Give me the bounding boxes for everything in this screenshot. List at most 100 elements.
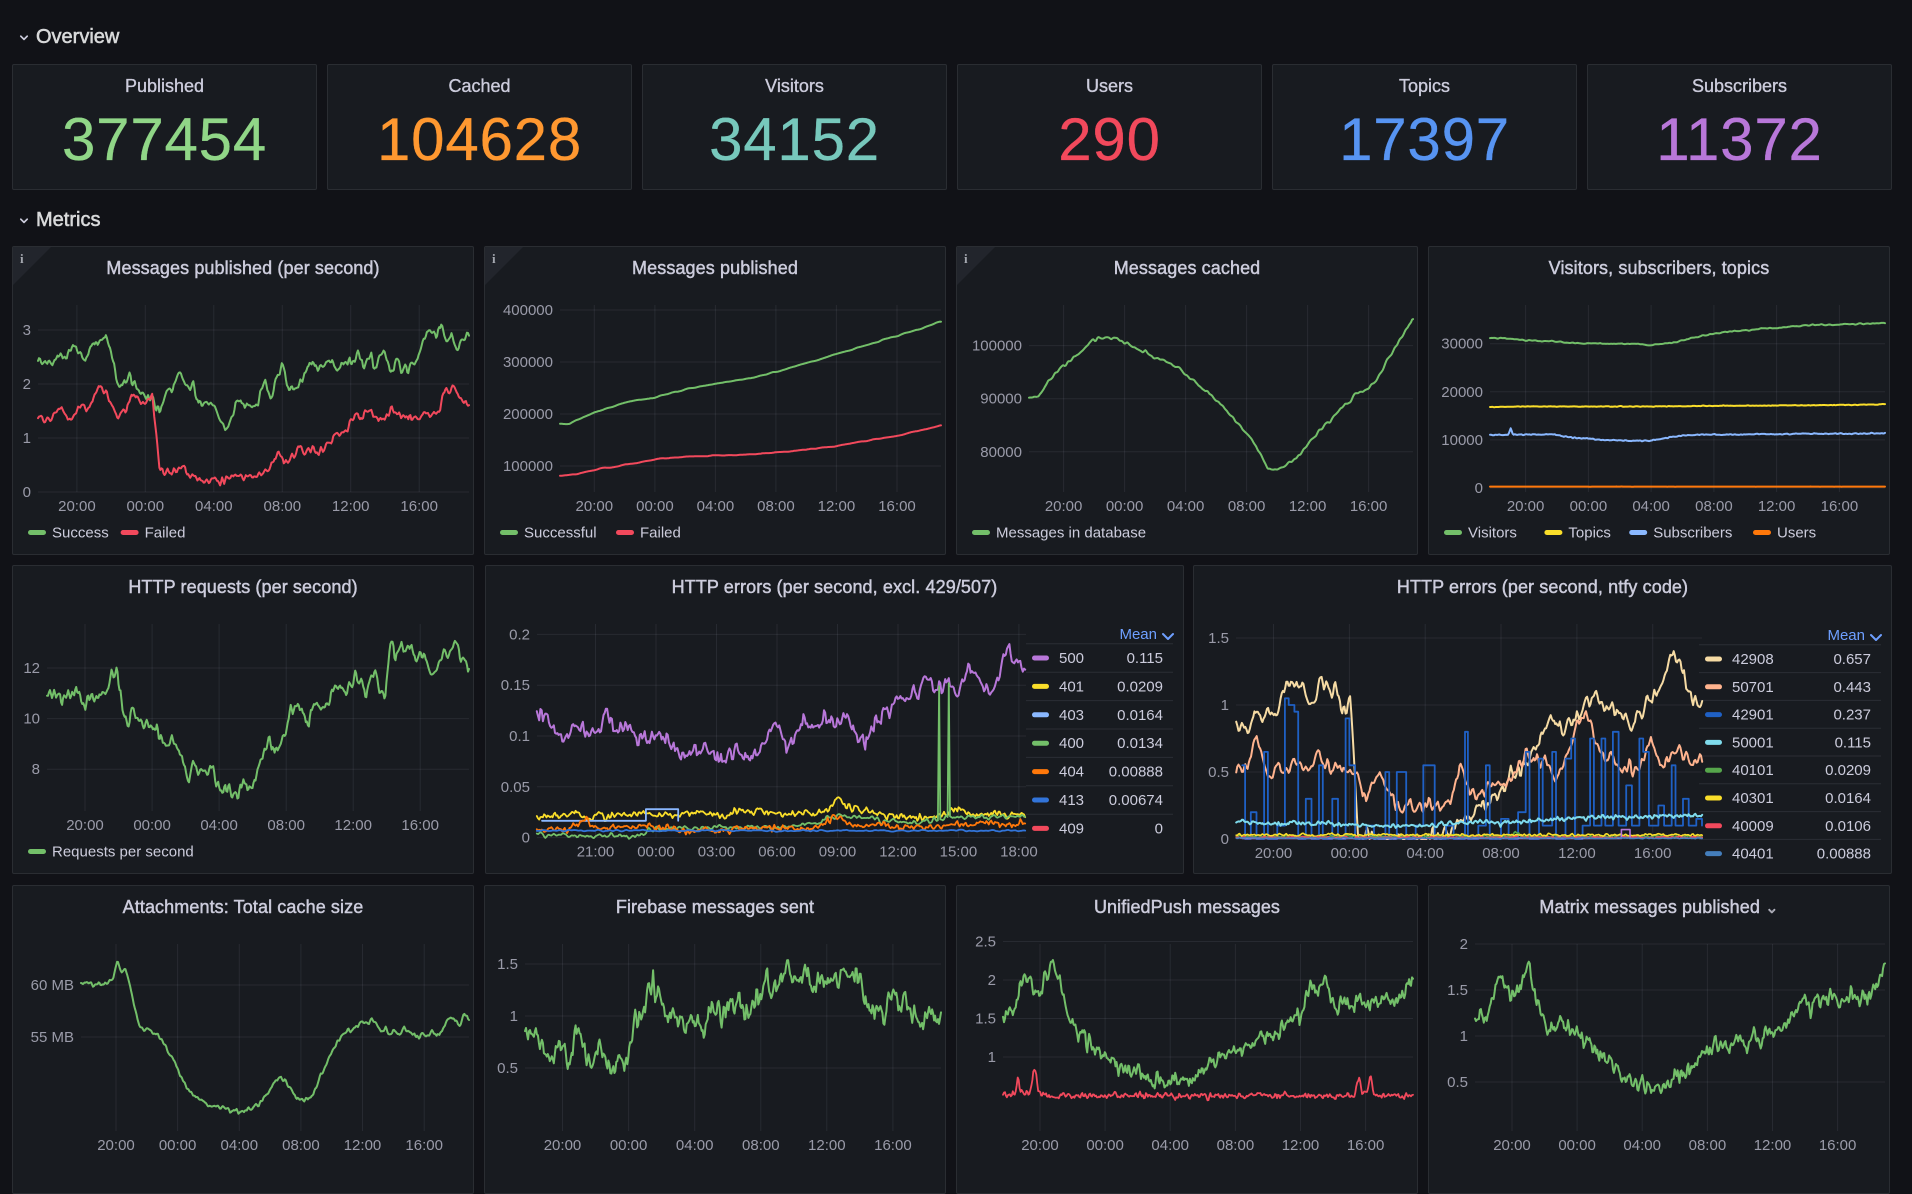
svg-text:12:00: 12:00	[1754, 1137, 1792, 1154]
svg-text:18:00: 18:00	[1000, 844, 1038, 861]
svg-text:04:00: 04:00	[676, 1137, 714, 1154]
svg-text:Requests per second: Requests per second	[52, 844, 194, 861]
svg-text:1: 1	[1460, 1028, 1468, 1045]
svg-text:0.115: 0.115	[1127, 650, 1163, 667]
svg-text:12: 12	[23, 660, 40, 677]
svg-text:00:00: 00:00	[1331, 845, 1369, 862]
svg-text:12:00: 12:00	[1558, 845, 1596, 862]
svg-text:Topics: Topics	[1568, 525, 1611, 542]
svg-text:06:00: 06:00	[758, 844, 796, 861]
svg-text:55 MB: 55 MB	[31, 1029, 74, 1046]
svg-text:00:00: 00:00	[1086, 1137, 1124, 1154]
svg-text:12:00: 12:00	[818, 498, 856, 515]
svg-text:16:00: 16:00	[1634, 845, 1672, 862]
svg-text:80000: 80000	[980, 444, 1022, 461]
svg-text:0.443: 0.443	[1833, 679, 1871, 696]
svg-text:08:00: 08:00	[1689, 1137, 1727, 1154]
svg-text:50001: 50001	[1732, 734, 1774, 751]
svg-text:12:00: 12:00	[344, 1137, 382, 1154]
svg-text:500: 500	[1059, 650, 1084, 667]
svg-text:00:00: 00:00	[1106, 498, 1144, 515]
svg-text:20:00: 20:00	[1493, 1137, 1531, 1154]
svg-text:00:00: 00:00	[1570, 498, 1608, 515]
svg-text:40401: 40401	[1732, 846, 1774, 863]
svg-text:0.5: 0.5	[1208, 764, 1229, 781]
svg-text:21:00: 21:00	[577, 844, 615, 861]
svg-text:0.0209: 0.0209	[1117, 678, 1163, 695]
svg-text:16:00: 16:00	[878, 498, 916, 515]
svg-text:04:00: 04:00	[1623, 1137, 1661, 1154]
svg-text:Failed: Failed	[145, 525, 186, 542]
svg-text:0.0106: 0.0106	[1825, 818, 1871, 835]
svg-text:16:00: 16:00	[1819, 1137, 1857, 1154]
svg-text:12:00: 12:00	[1758, 498, 1796, 515]
svg-text:04:00: 04:00	[195, 498, 233, 515]
svg-text:12:00: 12:00	[808, 1137, 846, 1154]
svg-text:12:00: 12:00	[334, 817, 372, 834]
svg-text:1.5: 1.5	[1447, 982, 1468, 999]
svg-text:50701: 50701	[1732, 679, 1774, 696]
svg-text:12:00: 12:00	[1289, 498, 1327, 515]
svg-text:20:00: 20:00	[1045, 498, 1083, 515]
svg-text:16:00: 16:00	[405, 1137, 443, 1154]
svg-text:1.5: 1.5	[497, 956, 518, 973]
svg-text:0.237: 0.237	[1833, 707, 1871, 724]
svg-text:0.2: 0.2	[509, 626, 530, 643]
svg-text:30000: 30000	[1441, 336, 1483, 353]
svg-text:08:00: 08:00	[742, 1137, 780, 1154]
svg-text:400: 400	[1059, 735, 1084, 752]
svg-text:2: 2	[23, 376, 31, 393]
svg-text:20:00: 20:00	[1021, 1137, 1059, 1154]
svg-text:Success: Success	[52, 525, 109, 542]
svg-text:Successful: Successful	[524, 525, 597, 542]
svg-text:09:00: 09:00	[819, 844, 857, 861]
svg-text:1: 1	[988, 1049, 996, 1066]
svg-text:0.1: 0.1	[509, 728, 530, 745]
svg-text:404: 404	[1059, 764, 1084, 781]
svg-text:409: 409	[1059, 820, 1084, 837]
svg-text:20000: 20000	[1441, 384, 1483, 401]
svg-text:400000: 400000	[503, 302, 553, 319]
svg-text:20:00: 20:00	[576, 498, 614, 515]
svg-text:Mean: Mean	[1827, 627, 1865, 644]
svg-text:60 MB: 60 MB	[31, 977, 74, 994]
svg-text:12:00: 12:00	[1282, 1137, 1320, 1154]
svg-text:0.115: 0.115	[1835, 734, 1871, 751]
svg-text:20:00: 20:00	[544, 1137, 582, 1154]
svg-text:0.15: 0.15	[501, 677, 530, 694]
svg-text:0.00888: 0.00888	[1109, 764, 1163, 781]
svg-text:16:00: 16:00	[401, 817, 439, 834]
svg-text:Subscribers: Subscribers	[1653, 525, 1732, 542]
svg-text:300000: 300000	[503, 354, 553, 371]
svg-text:0: 0	[1155, 820, 1163, 837]
svg-text:0: 0	[23, 484, 31, 501]
svg-text:00:00: 00:00	[1558, 1137, 1596, 1154]
svg-text:Mean: Mean	[1119, 626, 1157, 643]
svg-text:0.0134: 0.0134	[1117, 735, 1163, 752]
svg-text:04:00: 04:00	[697, 498, 735, 515]
svg-text:00:00: 00:00	[636, 498, 674, 515]
svg-text:16:00: 16:00	[1821, 498, 1859, 515]
svg-text:04:00: 04:00	[200, 817, 238, 834]
svg-text:00:00: 00:00	[127, 498, 165, 515]
svg-text:08:00: 08:00	[757, 498, 795, 515]
svg-text:16:00: 16:00	[874, 1137, 912, 1154]
svg-text:200000: 200000	[503, 406, 553, 423]
svg-text:0.5: 0.5	[497, 1060, 518, 1077]
svg-text:12:00: 12:00	[879, 844, 917, 861]
svg-text:100000: 100000	[972, 338, 1022, 355]
svg-text:1.5: 1.5	[1208, 630, 1229, 647]
svg-text:16:00: 16:00	[1347, 1137, 1385, 1154]
svg-text:0.5: 0.5	[1447, 1074, 1468, 1091]
svg-text:04:00: 04:00	[221, 1137, 259, 1154]
svg-text:100000: 100000	[503, 458, 553, 475]
svg-text:08:00: 08:00	[1217, 1137, 1255, 1154]
svg-text:Failed: Failed	[640, 525, 681, 542]
svg-text:401: 401	[1059, 678, 1084, 695]
svg-text:03:00: 03:00	[698, 844, 736, 861]
svg-text:0.657: 0.657	[1833, 651, 1871, 668]
svg-text:04:00: 04:00	[1632, 498, 1670, 515]
svg-text:08:00: 08:00	[1695, 498, 1733, 515]
svg-text:08:00: 08:00	[267, 817, 305, 834]
svg-text:42901: 42901	[1732, 707, 1774, 724]
